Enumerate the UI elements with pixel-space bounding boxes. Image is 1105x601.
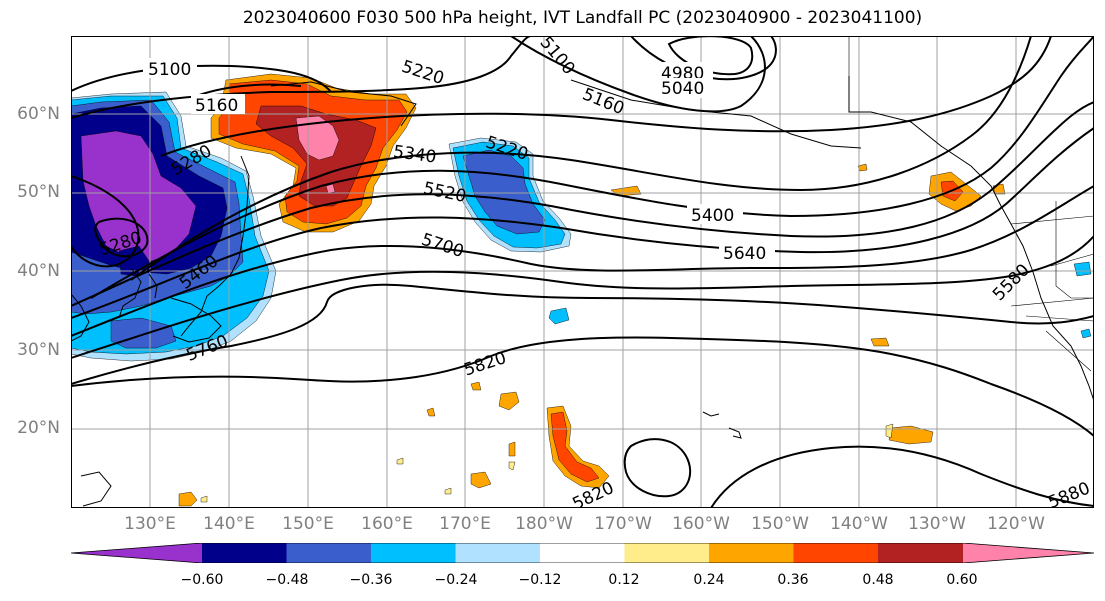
- colorbar-cell: [963, 543, 1094, 563]
- colorbar-cell: [709, 543, 794, 563]
- contour-label: 5640: [723, 244, 766, 264]
- colorbar-tick: −0.36: [349, 572, 393, 588]
- lon-label-170w: 170°W: [594, 514, 652, 534]
- contour-label: 5160: [195, 96, 238, 116]
- ivt-shading: [71, 73, 1092, 507]
- colorbar-cell: [371, 543, 456, 563]
- lon-label-160w: 160°W: [672, 514, 730, 534]
- contour-label: 5040: [661, 79, 704, 99]
- colorbar-tick: −0.60: [180, 572, 224, 588]
- colorbar-cell: [540, 543, 625, 563]
- lat-label-20n: 20°N: [17, 418, 60, 438]
- colorbar-cell: [71, 543, 202, 563]
- map-title: 2023040600 F030 500 hPa height, IVT Land…: [242, 8, 923, 28]
- colorbar-tick: −0.48: [265, 572, 309, 588]
- colorbar-cell: [624, 543, 710, 563]
- lon-label-160e: 160°E: [361, 514, 413, 534]
- lon-label-140w: 140°W: [830, 514, 888, 534]
- lon-label-120w: 120°W: [987, 514, 1045, 534]
- colorbar: [71, 543, 1094, 563]
- colorbar-tick: 0.60: [946, 572, 978, 588]
- lat-label-30n: 30°N: [17, 340, 60, 360]
- colorbar-tick: 0.48: [862, 572, 894, 588]
- colorbar-tick: 0.12: [608, 572, 640, 588]
- contour-label: 5400: [691, 206, 734, 226]
- colorbar-cell: [455, 543, 541, 563]
- colorbar-cell: [286, 543, 372, 563]
- contour-label: 5100: [148, 60, 191, 80]
- colorbar-tick: 0.36: [777, 572, 809, 588]
- political-borders: [848, 36, 1094, 372]
- colorbar-tick: 0.24: [693, 572, 725, 588]
- lon-label-130e: 130°E: [124, 514, 176, 534]
- colorbar-cell: [793, 543, 879, 563]
- colorbar-cell: [202, 543, 287, 563]
- lon-label-180w: 180°W: [515, 514, 573, 534]
- colorbar-tick: −0.12: [518, 572, 562, 588]
- lon-label-130w: 130°W: [908, 514, 966, 534]
- lat-label-50n: 50°N: [17, 182, 60, 202]
- colorbar-cell: [878, 543, 963, 563]
- lon-label-140e: 140°E: [203, 514, 255, 534]
- lon-label-150e: 150°E: [282, 514, 334, 534]
- lon-label-170e: 170°E: [439, 514, 491, 534]
- lat-label-60n: 60°N: [17, 104, 60, 124]
- map-panel: 5100 5160 5220 5100 4980 5040 5160 5280 …: [71, 36, 1094, 508]
- lon-label-150w: 150°W: [751, 514, 809, 534]
- colorbar-tick: −0.24: [434, 572, 478, 588]
- lat-label-40n: 40°N: [17, 261, 60, 281]
